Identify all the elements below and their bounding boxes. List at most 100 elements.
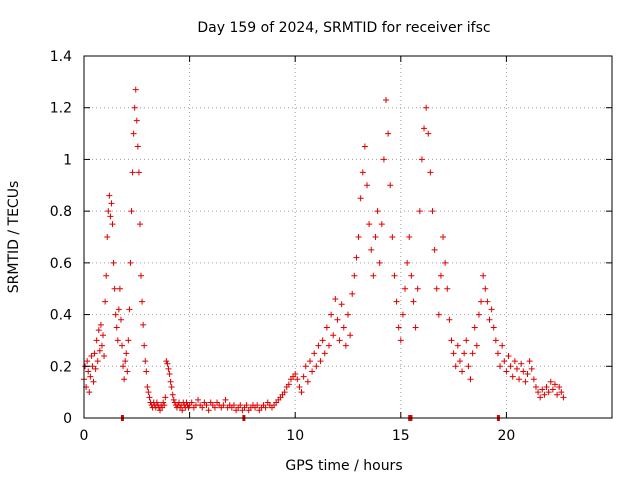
data-point [132, 86, 139, 93]
data-point [442, 259, 449, 266]
data-point [408, 272, 415, 279]
data-point [486, 316, 493, 323]
data-point [125, 337, 132, 344]
data-point [87, 373, 94, 380]
data-point [499, 342, 506, 349]
data-point [166, 371, 173, 378]
data-point [102, 298, 109, 305]
data-point [448, 337, 455, 344]
data-point [528, 365, 535, 372]
data-point [142, 358, 149, 365]
data-point [162, 394, 169, 401]
data-point [138, 272, 145, 279]
data-point [262, 404, 269, 411]
data-point [168, 383, 175, 390]
x-tick-labels: 0 5 10 15 20 [80, 428, 516, 444]
y-tick-label: 0 [63, 411, 72, 427]
data-point [467, 376, 474, 383]
data-point [140, 321, 147, 328]
data-point [160, 399, 167, 406]
data-point [93, 337, 100, 344]
data-point [94, 358, 101, 365]
data-point [558, 389, 565, 396]
data-point [395, 324, 402, 331]
data-point [294, 376, 301, 383]
data-point [444, 285, 451, 292]
data-point [452, 363, 459, 370]
data-point [412, 324, 419, 331]
data-point [133, 117, 140, 124]
data-point [325, 342, 332, 349]
data-point [383, 96, 390, 103]
data-point [104, 234, 111, 240]
data-point [97, 321, 104, 328]
data-point [522, 378, 529, 385]
data-point [347, 332, 354, 339]
data-point [164, 360, 171, 367]
data-point [304, 378, 311, 385]
data-point [372, 234, 379, 240]
data-point [376, 259, 383, 266]
data-point [406, 234, 413, 240]
data-point [549, 386, 556, 393]
data-point [296, 383, 303, 390]
data-point [183, 399, 190, 406]
data-point [345, 311, 351, 318]
data-point [237, 402, 244, 409]
data-point [315, 342, 322, 349]
data-point [114, 337, 121, 344]
data-point [117, 316, 124, 323]
data-point [119, 342, 126, 349]
data-point [112, 311, 119, 318]
data-point [185, 404, 192, 411]
data-point [511, 358, 518, 365]
data-point [153, 399, 160, 406]
data-point [357, 195, 364, 202]
data-point [359, 169, 366, 176]
data-point [393, 298, 400, 305]
data-point [456, 358, 463, 365]
data-point [146, 394, 153, 401]
data-point [100, 332, 107, 339]
data-point [110, 259, 117, 266]
data-point [108, 200, 115, 207]
data-point [437, 272, 444, 279]
x-tick-label: 10 [286, 428, 304, 444]
data-point [131, 104, 138, 111]
x-axis-label: GPS time / hours [285, 458, 402, 474]
data-point [336, 337, 343, 344]
data-point [488, 306, 495, 313]
data-point [165, 365, 172, 372]
data-point [478, 298, 485, 305]
data-point [543, 383, 550, 390]
data-point [551, 381, 558, 388]
data-point [300, 373, 307, 380]
data-point [143, 368, 150, 375]
data-point [319, 337, 326, 344]
data-point [98, 342, 105, 349]
data-point [427, 169, 434, 176]
data-point [161, 402, 168, 409]
data-point [84, 358, 91, 365]
data-point [380, 156, 387, 163]
data-point [121, 376, 128, 383]
y-tick-label: 1.2 [50, 101, 72, 117]
data-point [463, 337, 470, 344]
data-point [404, 259, 411, 266]
data-point [473, 342, 480, 349]
data-point [86, 389, 93, 396]
data-point [116, 285, 123, 292]
data-point [503, 368, 510, 375]
data-point [88, 352, 95, 359]
data-point [313, 363, 320, 370]
data-point [450, 350, 457, 357]
data-point [397, 337, 404, 344]
data-point [106, 192, 113, 199]
y-tick-label: 0.8 [50, 204, 72, 220]
data-point [526, 358, 533, 365]
data-point [144, 383, 151, 390]
data-point [505, 352, 512, 359]
data-point [461, 350, 468, 357]
y-axis-label: SRMTID / TECUs [6, 181, 22, 294]
